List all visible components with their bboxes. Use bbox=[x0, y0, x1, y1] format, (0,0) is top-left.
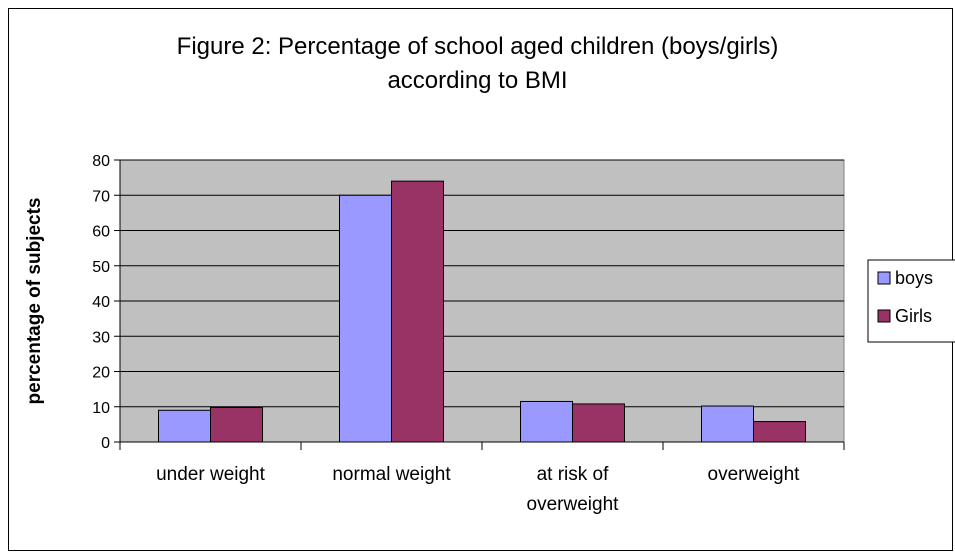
legend-label-girls: Girls bbox=[895, 306, 932, 326]
y-tick-label: 80 bbox=[92, 153, 110, 170]
chart-title-line-2: according to BMI bbox=[387, 67, 568, 94]
y-tick-label: 0 bbox=[101, 435, 110, 452]
x-tick-label: normal weight bbox=[332, 464, 451, 485]
y-axis-label: percentage of subjects bbox=[24, 198, 45, 405]
bar-girls-1 bbox=[391, 180, 444, 443]
chart-title-line-1: Figure 2: Percentage of school aged chil… bbox=[176, 33, 779, 60]
y-tick-label: 10 bbox=[92, 400, 110, 417]
legend-swatch-girls bbox=[877, 309, 891, 323]
bar-girls-0 bbox=[210, 406, 263, 443]
bar-girls-2 bbox=[572, 403, 625, 443]
legend-label-boys: boys bbox=[895, 268, 933, 288]
bar-boys-2 bbox=[520, 400, 573, 443]
y-tick-label: 20 bbox=[92, 365, 110, 382]
bar-boys-1 bbox=[339, 194, 392, 443]
x-tick-label: overweight bbox=[708, 464, 801, 485]
bar-boys-3 bbox=[701, 405, 754, 443]
y-tick-label: 30 bbox=[92, 329, 110, 346]
legend-swatch-boys bbox=[877, 271, 891, 285]
x-tick-label: under weight bbox=[156, 464, 266, 485]
x-tick-label: at risk of overweight bbox=[527, 464, 620, 515]
chart-title: Figure 2: Percentage of school aged chil… bbox=[0, 30, 955, 98]
y-tick-label: 70 bbox=[92, 188, 110, 205]
bar-girls-3 bbox=[753, 421, 806, 443]
y-tick-label: 50 bbox=[92, 259, 110, 276]
y-tick-label: 60 bbox=[92, 224, 110, 241]
y-tick-label: 40 bbox=[92, 294, 110, 311]
bar-boys-0 bbox=[158, 409, 211, 443]
